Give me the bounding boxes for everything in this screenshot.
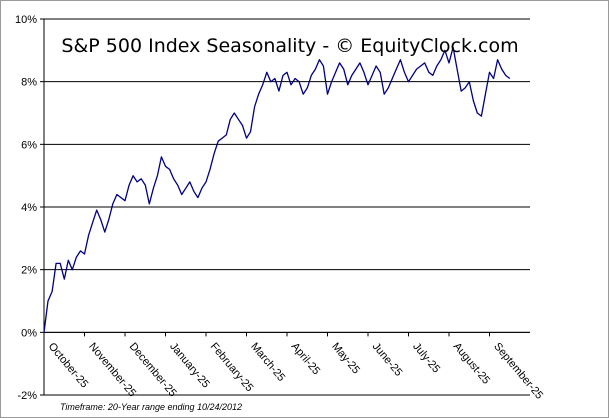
x-tick-label: September-25 [491,341,545,402]
series-line-0 [43,46,511,333]
x-tick-label: July-25 [410,341,442,376]
y-axis-ticks: -2% 0% 2% 4% 6% 8% 10% [15,14,37,402]
timeframe-footnote: Timeframe: 20-Year range ending 10/24/20… [60,402,242,412]
gridlines [44,18,530,396]
x-tick-label: May-25 [329,341,362,377]
y-tick-label: 6% [21,139,37,151]
x-axis-ticks: October-25November-25December-25January-… [46,341,546,402]
x-tick-label: March-25 [248,341,287,384]
series-lines [43,46,511,333]
y-tick-label: 10% [15,14,37,26]
chart-title: S&P 500 Index Seasonality - © EquityCloc… [61,35,518,57]
x-tick-label: October-25 [46,341,91,391]
y-tick-label: 0% [21,327,37,339]
y-tick-label: 8% [21,77,37,89]
y-tick-label: 4% [21,202,37,214]
x-tick-label: August-25 [451,341,492,387]
y-tick-label: -2% [17,390,37,402]
x-tick-label: June-25 [370,341,405,379]
x-tick-label: April-25 [289,341,323,378]
x-tick-label: January-25 [167,341,212,391]
axes [40,18,530,396]
y-tick-label: 2% [21,265,37,277]
x-tick-label: February-25 [208,341,256,395]
